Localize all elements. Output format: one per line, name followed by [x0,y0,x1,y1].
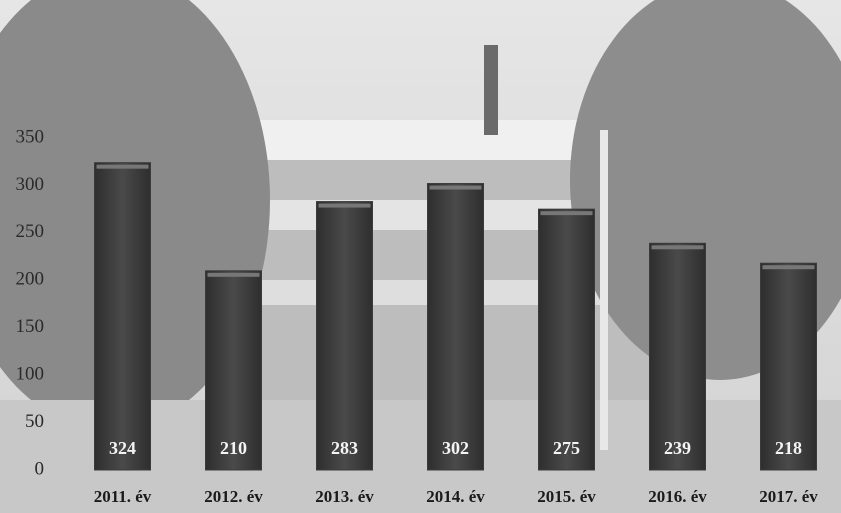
x-tick-label: 2012. év [204,487,263,506]
bar-highlight [207,272,260,277]
bar-highlight [651,245,704,250]
value-label: 324 [109,438,136,458]
y-tick-label: 250 [16,221,45,242]
y-tick-label: 150 [16,316,45,337]
bar-highlight [429,185,482,190]
y-tick-label: 0 [35,458,45,479]
y-tick-label: 100 [16,364,45,385]
y-tick-label: 300 [16,174,45,195]
bar [94,162,151,471]
x-tick-label: 2015. év [537,487,596,506]
value-label: 283 [331,438,358,458]
x-tick-label: 2013. év [315,487,374,506]
bar-highlight [762,265,815,270]
y-tick-label: 50 [25,411,44,432]
value-label: 275 [553,438,580,458]
value-label: 239 [664,438,691,458]
bar-highlight [318,203,371,208]
bar-highlight [540,211,593,216]
x-tick-label: 2011. év [94,487,152,506]
value-label: 218 [775,438,802,458]
bar [649,242,706,471]
bar [316,201,373,471]
bar-highlight [96,164,149,169]
bar [760,262,817,471]
bar [427,183,484,471]
bar [205,270,262,471]
y-tick-label: 200 [16,269,45,290]
value-label: 210 [220,438,247,458]
y-tick-label: 350 [16,126,45,147]
x-tick-label: 2017. év [759,487,818,506]
x-tick-label: 2016. év [648,487,707,506]
bar [538,208,595,471]
x-tick-label: 2014. év [426,487,485,506]
value-label: 302 [442,438,469,458]
